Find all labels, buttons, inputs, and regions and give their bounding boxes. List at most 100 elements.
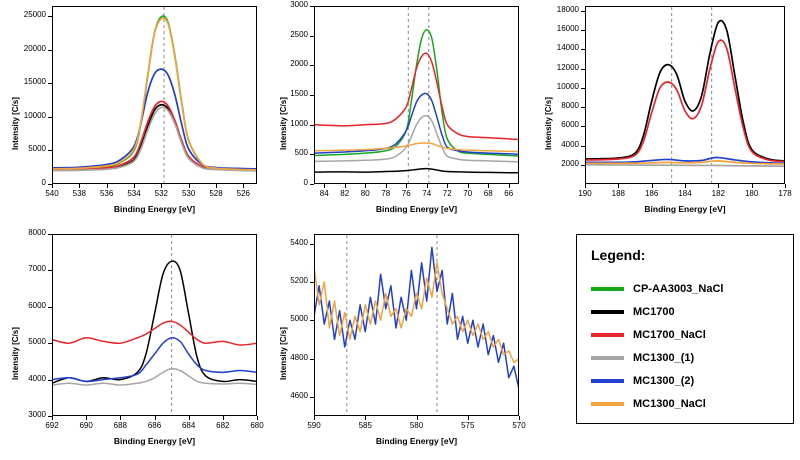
- series-line: [53, 68, 256, 170]
- panel-al2p: b) Al 2p Intensity [C/s] Binding Energy …: [270, 0, 535, 222]
- x-tick-label: 575: [461, 421, 475, 430]
- x-tickmark: [106, 184, 108, 188]
- y-tickmark: [48, 416, 52, 417]
- y-tick-label: 18000: [556, 4, 579, 14]
- y-tick-label: 10000: [556, 81, 579, 91]
- legend-swatch-2: [591, 333, 624, 337]
- legend-swatch-4: [591, 379, 624, 383]
- legend-label-1: MC1700: [633, 306, 675, 318]
- x-tickmark: [216, 184, 217, 188]
- y-tickmark: [310, 358, 314, 360]
- panel-cr2p: e) Cr 2p Intensity [C/s] Binding Energy …: [270, 228, 535, 460]
- y-tickmark: [310, 95, 314, 96]
- legend-swatch-0: [591, 287, 624, 291]
- panel-b-xlabel: Binding Energy [eV]: [375, 204, 458, 214]
- series-line: [53, 106, 256, 172]
- y-tick-label: 8000: [561, 101, 579, 111]
- y-tick-label: 500: [294, 148, 308, 158]
- x-tick-label: 692: [45, 421, 59, 430]
- legend-title: Legend:: [591, 247, 646, 263]
- y-tickmark: [310, 184, 314, 185]
- y-tick-label: 3000: [28, 410, 46, 419]
- y-tickmark: [581, 164, 585, 166]
- series-line: [586, 160, 784, 165]
- panel-d-xlabel: Binding Energy [eV]: [113, 436, 196, 446]
- y-tick-label: 5200: [290, 275, 308, 285]
- y-tick-label: 3000: [290, 0, 308, 9]
- series-line: [53, 367, 256, 386]
- series-line: [315, 142, 518, 153]
- y-tick-label: 1000: [290, 118, 308, 128]
- y-tickmark: [310, 65, 314, 67]
- series-line: [586, 19, 784, 162]
- panel-a-plot-area: [52, 6, 257, 184]
- x-tick-label: 684: [181, 421, 196, 430]
- panel-f1s: d) F 1s Intensity [C/s] Binding Energy […: [0, 228, 270, 460]
- y-tick-label: 20000: [23, 43, 46, 53]
- panel-e-plot-area: [314, 234, 519, 416]
- trace-layer: [315, 7, 518, 183]
- y-tickmark: [581, 30, 585, 32]
- y-tickmark: [48, 116, 52, 118]
- x-tickmark: [467, 184, 469, 188]
- panel-zr3d: c) Zr 3d Intensity [C/s] Binding Energy …: [535, 0, 800, 222]
- x-tickmark: [508, 184, 510, 188]
- y-tick-label: 16000: [556, 24, 579, 34]
- y-tickmark: [581, 68, 585, 70]
- x-tickmark: [488, 184, 490, 188]
- x-tickmark: [314, 416, 315, 420]
- panel-a-xlabel: Binding Energy [eV]: [113, 204, 196, 214]
- y-tick-label: 5000: [290, 314, 308, 324]
- y-tick-label: 12000: [556, 62, 579, 72]
- y-tickmark: [48, 234, 52, 235]
- y-tickmark: [581, 107, 585, 109]
- x-tickmark: [585, 184, 586, 188]
- x-tick-label: 78: [381, 189, 391, 198]
- panel-o1s: a) O 1s Intensity [C/s] Binding Energy […: [0, 0, 270, 222]
- x-tick-label: 74: [422, 189, 432, 198]
- y-tick-label: 0: [41, 178, 46, 187]
- y-tickmark: [310, 35, 314, 37]
- x-tick-label: 532: [154, 189, 168, 198]
- y-tickmark: [48, 379, 52, 381]
- y-tickmark: [581, 49, 585, 51]
- x-tickmark: [86, 416, 88, 420]
- y-tickmark: [48, 184, 52, 185]
- x-tick-label: 688: [113, 421, 127, 430]
- y-tick-label: 6000: [561, 120, 579, 130]
- legend-panel: Legend: CP-AA3003_NaCl MC1700 MC1700_NaC…: [576, 234, 794, 424]
- x-tick-label: 84: [319, 189, 329, 198]
- x-tickmark: [447, 184, 449, 188]
- x-tickmark: [718, 184, 720, 188]
- y-tickmark: [310, 243, 314, 245]
- y-tick-label: 4800: [290, 352, 308, 362]
- x-tick-label: 540: [45, 189, 59, 198]
- x-tick-label: 682: [216, 421, 230, 430]
- series-line: [586, 163, 784, 168]
- x-tick-label: 530: [181, 189, 196, 198]
- y-tickmark: [48, 343, 52, 345]
- x-tickmark: [365, 184, 367, 188]
- trace-layer: [53, 7, 256, 183]
- series-line: [53, 100, 256, 172]
- series-line: [315, 246, 518, 389]
- y-tickmark: [581, 10, 585, 12]
- x-tickmark: [161, 184, 163, 188]
- panel-c-plot-area: [585, 6, 785, 184]
- y-tick-label: 2500: [290, 29, 308, 39]
- legend-item-5: MC1300_NaCl: [591, 398, 706, 410]
- y-tickmark: [48, 16, 52, 18]
- y-tickmark: [310, 154, 314, 156]
- x-tick-label: 184: [678, 189, 692, 198]
- x-tickmark: [154, 416, 156, 420]
- x-tickmark: [324, 184, 326, 188]
- x-tickmark: [188, 416, 190, 420]
- x-tickmark: [344, 184, 346, 188]
- y-tickmark: [581, 126, 585, 128]
- x-tick-label: 534: [127, 189, 141, 198]
- y-tick-label: 0: [303, 178, 308, 187]
- x-tickmark: [651, 184, 653, 188]
- series-line: [315, 28, 518, 157]
- legend-swatch-1: [591, 310, 624, 314]
- x-tickmark: [257, 416, 258, 420]
